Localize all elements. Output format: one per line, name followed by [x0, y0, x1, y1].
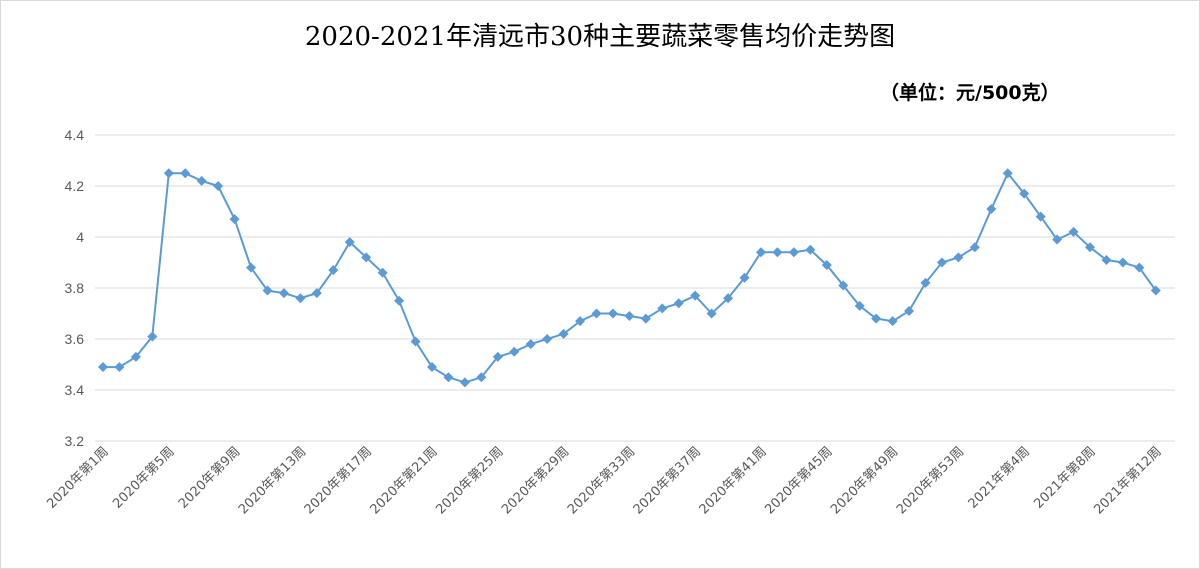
- data-point: [459, 377, 470, 388]
- data-point: [624, 311, 635, 322]
- data-point: [821, 260, 832, 271]
- x-tick-label: 2020年第29周: [499, 444, 572, 517]
- x-tick-label: 2020年第45周: [762, 444, 835, 517]
- y-axis-ticks: 3.2 3.4 3.6 3.8 4 4.2 4.4: [65, 127, 85, 449]
- x-tick-label: 2020年第37周: [631, 444, 704, 517]
- series-line: [103, 171, 1157, 384]
- x-tick-label: 2020年第49周: [828, 444, 901, 517]
- data-point: [509, 346, 520, 357]
- data-point: [1019, 188, 1030, 199]
- y-tick-label: 3.4: [65, 382, 85, 398]
- data-point: [1150, 285, 1161, 296]
- x-tick-label: 2020年第53周: [894, 444, 967, 517]
- y-tick-label: 3.8: [65, 280, 85, 296]
- data-point: [410, 336, 421, 347]
- data-point: [278, 288, 289, 299]
- data-point: [756, 247, 766, 258]
- data-point: [838, 280, 849, 291]
- data-point: [607, 308, 618, 319]
- data-point: [344, 237, 355, 248]
- data-point: [311, 288, 322, 299]
- x-tick-label: 2020年第17周: [302, 444, 375, 517]
- data-point: [920, 277, 931, 288]
- y-tick-label: 4: [76, 229, 84, 245]
- data-point: [394, 295, 405, 306]
- gridlines: [95, 134, 1175, 442]
- x-tick-label: 2020年第13周: [236, 444, 309, 517]
- chart-title: 2020-2021年清远市30种主要蔬菜零售均价走势图: [304, 22, 896, 52]
- data-point: [904, 305, 915, 316]
- data-point: [854, 300, 865, 311]
- data-point: [936, 257, 947, 268]
- x-tick-label: 2020年第9周: [176, 444, 243, 511]
- data-point: [130, 351, 141, 362]
- unit-label: （单位：元/500克）: [880, 82, 1060, 104]
- x-tick-label: 2020年第1周: [44, 444, 111, 511]
- x-tick-label: 2020年第21周: [368, 444, 441, 517]
- x-tick-label: 2020年第5周: [110, 444, 177, 511]
- y-tick-label: 3.6: [65, 331, 85, 347]
- data-point: [98, 362, 108, 373]
- series-price: [98, 168, 1161, 388]
- data-point: [706, 308, 717, 319]
- data-point: [262, 285, 273, 296]
- y-tick-label: 3.2: [65, 433, 85, 449]
- data-point: [953, 252, 964, 263]
- data-point: [1035, 211, 1046, 222]
- data-point: [443, 372, 454, 383]
- x-tick-label: 2020年第41周: [697, 444, 770, 517]
- data-point: [476, 372, 487, 383]
- data-point: [657, 303, 668, 314]
- data-point: [525, 339, 536, 350]
- x-tick-label: 2020年第33周: [565, 444, 638, 517]
- data-point: [361, 252, 372, 263]
- data-point: [114, 362, 125, 373]
- data-point: [690, 290, 701, 301]
- data-point: [542, 334, 553, 344]
- data-point: [1002, 168, 1013, 179]
- data-point: [147, 331, 158, 342]
- data-point: [986, 203, 997, 214]
- data-point: [328, 265, 339, 276]
- data-point: [969, 242, 980, 253]
- data-point: [1134, 262, 1145, 273]
- x-tick-label: 2021年第8周: [1031, 444, 1098, 511]
- data-point: [723, 293, 734, 304]
- data-point: [739, 272, 750, 283]
- data-point: [673, 298, 684, 309]
- data-point: [492, 351, 503, 362]
- data-point: [1117, 257, 1128, 268]
- x-tick-label: 2021年第12周: [1091, 444, 1164, 517]
- data-point: [1052, 234, 1063, 245]
- data-point: [591, 308, 602, 319]
- data-point: [180, 168, 191, 179]
- data-point: [558, 328, 569, 339]
- y-tick-label: 4.2: [65, 178, 85, 194]
- data-point: [1101, 254, 1112, 265]
- data-point: [427, 362, 437, 373]
- data-point: [887, 316, 898, 327]
- data-point: [246, 262, 257, 273]
- data-point: [640, 313, 651, 324]
- data-point: [575, 316, 586, 327]
- data-point: [871, 313, 882, 324]
- x-axis-ticks: 2020年第1周2020年第5周2020年第9周2020年第13周2020年第1…: [44, 444, 1164, 517]
- x-tick-label: 2021年第4周: [966, 444, 1033, 511]
- data-point: [163, 168, 174, 179]
- data-point: [1068, 226, 1079, 237]
- data-point: [772, 247, 783, 258]
- x-tick-label: 2020年第25周: [433, 444, 506, 517]
- data-point: [1085, 242, 1095, 253]
- data-point: [377, 267, 388, 278]
- data-point: [788, 247, 799, 258]
- data-point: [295, 293, 306, 304]
- data-point: [229, 214, 240, 225]
- data-point: [805, 244, 816, 255]
- data-point: [213, 181, 224, 191]
- data-point: [196, 175, 207, 186]
- y-tick-label: 4.4: [65, 127, 85, 143]
